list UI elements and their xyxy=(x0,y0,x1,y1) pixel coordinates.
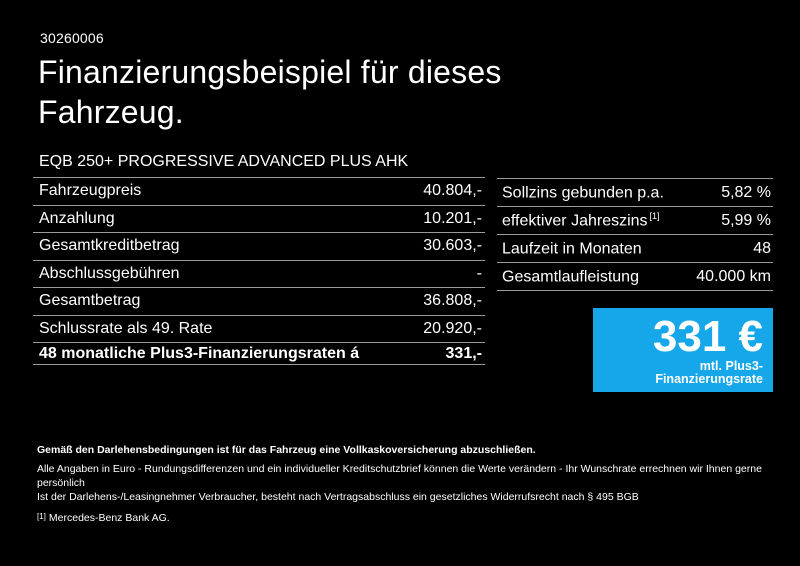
conditions-table: Sollzins gebunden p.a. 5,82 % effektiver… xyxy=(497,178,773,291)
row-label: 48 monatliche Plus3-Finanzierungsraten á xyxy=(39,344,360,362)
financing-table: EQB 250+ PROGRESSIVE ADVANCED PLUS AHK F… xyxy=(33,146,485,365)
fine-print-insurance-note: Gemäß den Darlehensbedingungen ist für d… xyxy=(37,444,536,456)
row-label: Schlussrate als 49. Rate xyxy=(39,319,213,337)
table-row-anzahlung: Anzahlung 10.201,- xyxy=(33,206,485,233)
page-title: Finanzierungsbeispiel für dieses Fahrzeug… xyxy=(38,52,502,132)
row-label: Anzahlung xyxy=(39,209,115,227)
row-value: 10.201,- xyxy=(423,209,482,227)
footnote-ref: [1] xyxy=(649,210,660,221)
monthly-rate-box: 331 € mtl. Plus3-Finanzierungsrate xyxy=(593,308,773,392)
row-value: 5,99 % xyxy=(721,211,771,229)
row-label: Abschlussgebühren xyxy=(39,264,180,282)
row-label: Gesamtbetrag xyxy=(39,292,141,310)
row-label: Gesamtlaufleistung xyxy=(502,268,639,286)
footnote-text: Mercedes-Benz Bank AG. xyxy=(48,512,170,524)
table-row-abschlussgebuehren: Abschlussgebühren - xyxy=(33,261,485,288)
row-label: Fahrzeugpreis xyxy=(39,182,142,200)
row-label: Gesamtkreditbetrag xyxy=(39,237,180,255)
table-row-gesamtlaufleistung: Gesamtlaufleistung 40.000 km xyxy=(497,263,773,291)
row-value: 5,82 % xyxy=(721,183,771,201)
fine-print-disclaimer-2: Ist der Darlehens-/Leasingnehmer Verbrau… xyxy=(37,491,639,503)
table-row-laufzeit: Laufzeit in Monaten 48 xyxy=(497,235,773,263)
table-row-schlussrate: Schlussrate als 49. Rate 20.920,- xyxy=(33,316,485,343)
table-row-gesamtkreditbetrag: Gesamtkreditbetrag 30.603,- xyxy=(33,233,485,261)
row-value: - xyxy=(476,264,482,282)
fine-print: Gemäß den Darlehensbedingungen ist für d… xyxy=(37,443,793,525)
row-value: 36.808,- xyxy=(423,292,482,310)
monthly-rate-amount: 331 € xyxy=(652,312,763,361)
row-label: Sollzins gebunden p.a. xyxy=(502,184,664,202)
fine-print-disclaimer-1: Alle Angaben in Euro - Rundungsdifferenz… xyxy=(37,463,762,489)
row-label: Laufzeit in Monaten xyxy=(502,240,642,258)
footnote-marker: [1] xyxy=(37,512,46,521)
fine-print-footnote: [1] Mercedes-Benz Bank AG. xyxy=(37,510,793,525)
vehicle-model: EQB 250+ PROGRESSIVE ADVANCED PLUS AHK xyxy=(39,152,409,170)
row-value: 30.603,- xyxy=(423,237,482,255)
vehicle-model-row: EQB 250+ PROGRESSIVE ADVANCED PLUS AHK xyxy=(33,146,485,178)
row-value: 48 xyxy=(753,239,771,257)
row-value: 40.804,- xyxy=(423,182,482,200)
table-row-monatsraten: 48 monatliche Plus3-Finanzierungsraten á… xyxy=(33,343,485,365)
row-value: 331,- xyxy=(445,344,482,362)
table-row-effektiver-jahreszins: effektiver Jahreszins [1] 5,99 % xyxy=(497,207,773,235)
row-label: effektiver Jahreszins [1] xyxy=(502,210,660,230)
monthly-rate-caption: mtl. Plus3-Finanzierungsrate xyxy=(655,359,763,386)
doc-number: 30260006 xyxy=(40,30,104,46)
page-title-line1: Finanzierungsbeispiel für dieses xyxy=(38,54,502,90)
page-title-line2: Fahrzeug. xyxy=(38,94,184,130)
row-value: 20.920,- xyxy=(423,319,482,337)
table-row-fahrzeugpreis: Fahrzeugpreis 40.804,- xyxy=(33,178,485,206)
table-row-gesamtbetrag: Gesamtbetrag 36.808,- xyxy=(33,288,485,316)
table-row-sollzins: Sollzins gebunden p.a. 5,82 % xyxy=(497,179,773,207)
row-value: 40.000 km xyxy=(696,267,771,285)
